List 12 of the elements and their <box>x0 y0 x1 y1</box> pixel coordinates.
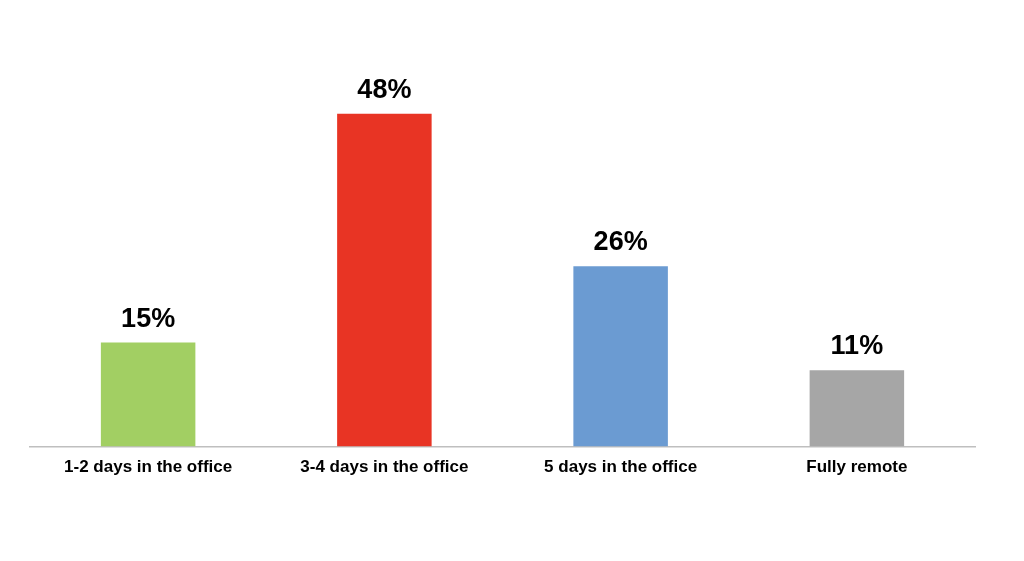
data-label: 48% <box>357 73 412 104</box>
data-label: 11% <box>830 330 884 361</box>
bar <box>809 370 905 447</box>
x-tick-label: Fully remote <box>806 457 908 477</box>
x-tick-label: 3-4 days in the office <box>300 457 469 477</box>
bar <box>100 342 196 447</box>
data-label: 15% <box>121 302 176 333</box>
data-label: 26% <box>593 226 648 257</box>
bar <box>573 266 668 447</box>
x-tick-label: 1-2 days in the office <box>64 457 233 477</box>
x-tick-label: 5 days in the office <box>544 457 698 477</box>
bar <box>337 113 432 447</box>
